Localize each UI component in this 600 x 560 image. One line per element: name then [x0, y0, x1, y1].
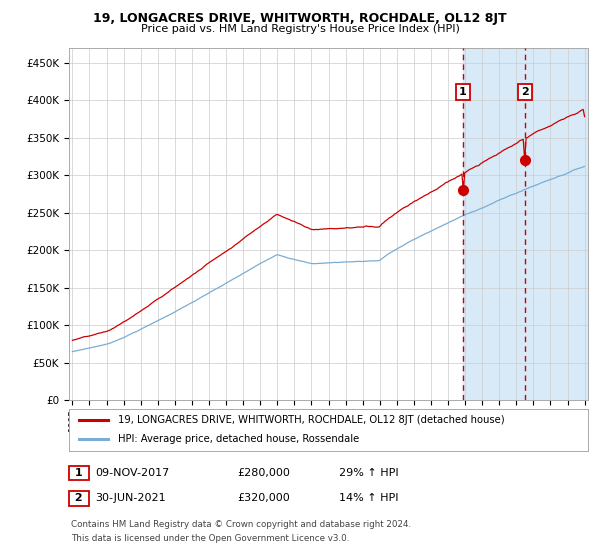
- Text: This data is licensed under the Open Government Licence v3.0.: This data is licensed under the Open Gov…: [71, 534, 349, 543]
- Text: 2: 2: [521, 87, 529, 97]
- Text: 19, LONGACRES DRIVE, WHITWORTH, ROCHDALE, OL12 8JT (detached house): 19, LONGACRES DRIVE, WHITWORTH, ROCHDALE…: [118, 415, 505, 425]
- Text: HPI: Average price, detached house, Rossendale: HPI: Average price, detached house, Ross…: [118, 435, 359, 445]
- Text: £280,000: £280,000: [237, 468, 290, 478]
- Text: Contains HM Land Registry data © Crown copyright and database right 2024.: Contains HM Land Registry data © Crown c…: [71, 520, 411, 529]
- Bar: [463, 48, 593, 400]
- Text: 14% ↑ HPI: 14% ↑ HPI: [339, 493, 398, 503]
- Text: 29% ↑ HPI: 29% ↑ HPI: [339, 468, 398, 478]
- Text: 1: 1: [71, 468, 86, 478]
- Text: 30-JUN-2021: 30-JUN-2021: [95, 493, 166, 503]
- Text: £320,000: £320,000: [237, 493, 290, 503]
- Text: 2: 2: [71, 493, 86, 503]
- Text: Price paid vs. HM Land Registry's House Price Index (HPI): Price paid vs. HM Land Registry's House …: [140, 24, 460, 34]
- Text: 1: 1: [459, 87, 467, 97]
- Text: 09-NOV-2017: 09-NOV-2017: [95, 468, 169, 478]
- Text: 19, LONGACRES DRIVE, WHITWORTH, ROCHDALE, OL12 8JT: 19, LONGACRES DRIVE, WHITWORTH, ROCHDALE…: [93, 12, 507, 25]
